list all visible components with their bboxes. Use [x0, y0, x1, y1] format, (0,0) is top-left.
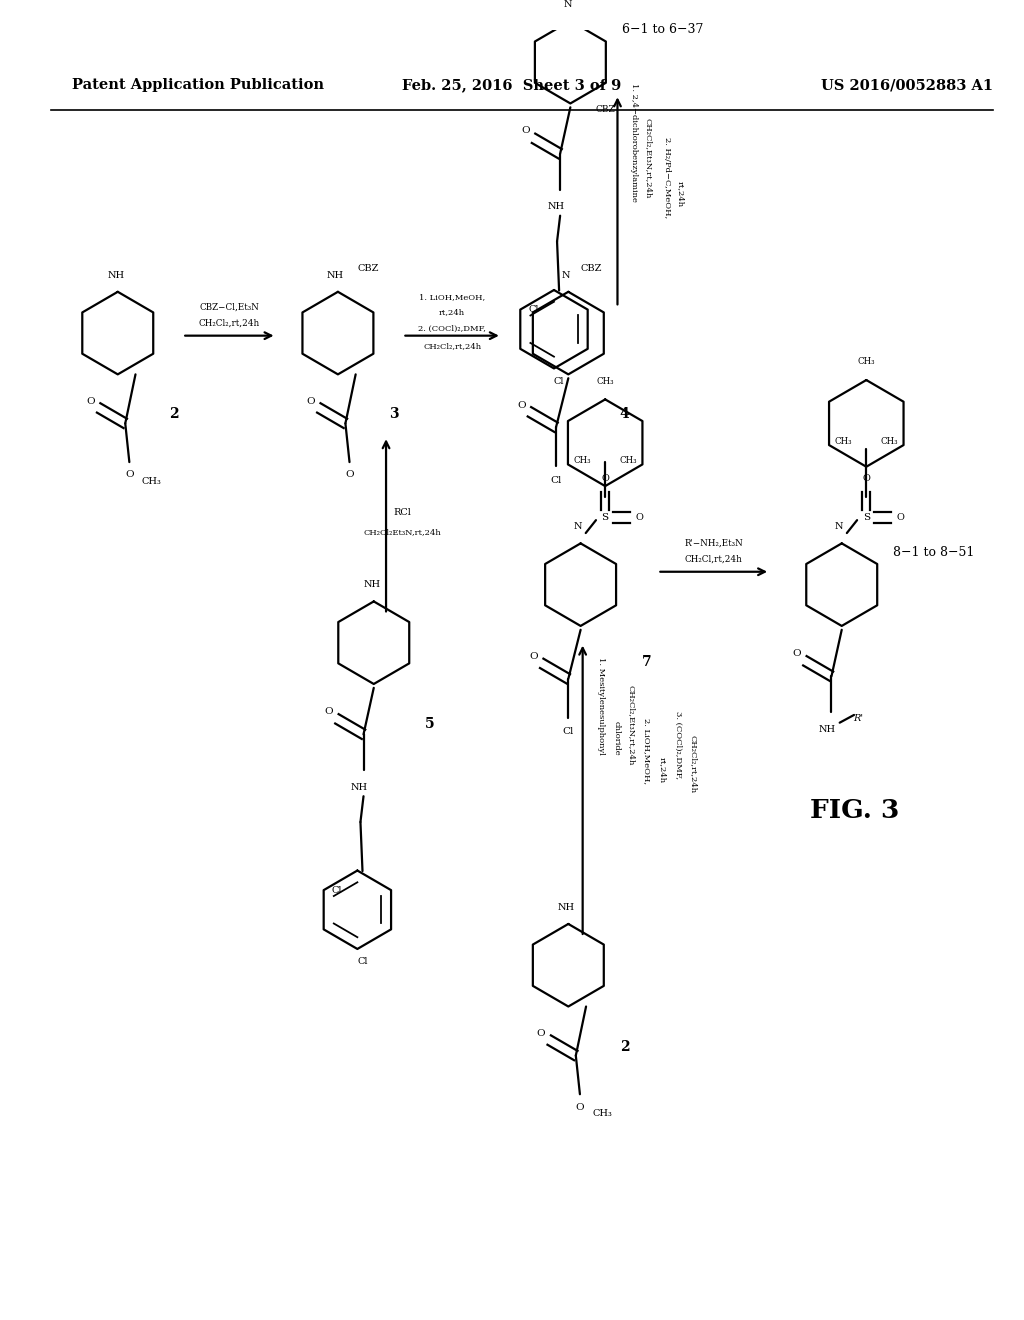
Text: S: S: [602, 513, 608, 523]
Text: CH₃: CH₃: [881, 437, 898, 446]
Text: CH₂Cl₂,Et₃N,rt,24h: CH₂Cl₂,Et₃N,rt,24h: [628, 685, 636, 766]
Text: 1. LiOH,MeOH,: 1. LiOH,MeOH,: [419, 293, 485, 301]
Text: O: O: [635, 513, 643, 523]
Text: O: O: [793, 648, 801, 657]
Text: NH: NH: [548, 202, 564, 211]
Text: 2. LiOH,MeOH,: 2. LiOH,MeOH,: [643, 718, 651, 784]
Text: O: O: [537, 1030, 546, 1038]
Text: CH₃: CH₃: [857, 358, 876, 367]
Text: FIG. 3: FIG. 3: [810, 797, 900, 822]
Text: CH₃: CH₃: [593, 1109, 612, 1118]
Text: 1. Mesitylenesulphonyl: 1. Mesitylenesulphonyl: [597, 657, 605, 755]
Text: R²: R²: [588, 0, 598, 3]
Text: N: N: [835, 523, 843, 531]
Text: CH₃: CH₃: [142, 477, 162, 486]
Text: O: O: [517, 401, 525, 409]
Text: Cl: Cl: [554, 376, 564, 385]
Text: RCl: RCl: [393, 508, 412, 517]
Text: R'−NH₂,Et₃N: R'−NH₂,Et₃N: [684, 539, 743, 548]
Text: 7: 7: [642, 655, 652, 669]
Text: 6−1 to 6−37: 6−1 to 6−37: [622, 24, 703, 37]
Text: R': R': [853, 714, 863, 723]
Text: O: O: [575, 1102, 585, 1111]
Text: Cl: Cl: [528, 305, 539, 314]
Text: CH₃: CH₃: [620, 455, 637, 465]
Text: NH: NH: [327, 271, 343, 280]
Text: CH₃: CH₃: [835, 437, 852, 446]
Text: CH₂Cl₂,rt,24h: CH₂Cl₂,rt,24h: [689, 735, 697, 793]
Text: O: O: [601, 474, 609, 483]
Text: NH: NH: [108, 271, 124, 280]
Text: N: N: [564, 0, 572, 9]
Text: 3. (COCl)₂,DMF,: 3. (COCl)₂,DMF,: [674, 710, 682, 779]
Text: rt,24h: rt,24h: [677, 181, 685, 207]
Text: rt,24h: rt,24h: [439, 309, 465, 317]
Text: Patent Application Publication: Patent Application Publication: [72, 78, 324, 92]
Text: US 2016/0052883 A1: US 2016/0052883 A1: [821, 78, 993, 92]
Text: O: O: [521, 125, 529, 135]
Text: O: O: [86, 397, 95, 407]
Text: 2. H₂/Pd−C,MeOH,: 2. H₂/Pd−C,MeOH,: [663, 137, 671, 218]
Text: NH: NH: [364, 581, 380, 589]
Text: CH₂Cl₂,rt,24h: CH₂Cl₂,rt,24h: [423, 342, 481, 350]
Text: CH₂Cl₂Et₃N,rt,24h: CH₂Cl₂Et₃N,rt,24h: [364, 528, 441, 536]
Text: O: O: [306, 397, 315, 407]
Text: 2: 2: [169, 408, 179, 421]
Text: NH: NH: [351, 783, 368, 792]
Text: CBZ: CBZ: [358, 264, 379, 273]
Text: CBZ: CBZ: [595, 106, 615, 115]
Text: Cl: Cl: [357, 957, 368, 966]
Text: S: S: [863, 513, 869, 523]
Text: O: O: [325, 706, 333, 715]
Text: 1. 2,4−dichlorobenzylamine: 1. 2,4−dichlorobenzylamine: [630, 83, 638, 202]
Text: 4: 4: [620, 408, 630, 421]
Text: NH: NH: [819, 725, 836, 734]
Text: Cl: Cl: [332, 886, 342, 895]
Text: 8−1 to 8−51: 8−1 to 8−51: [893, 546, 975, 558]
Text: N: N: [573, 523, 582, 531]
Text: CBZ−Cl,Et₃N: CBZ−Cl,Et₃N: [200, 302, 259, 312]
Text: O: O: [896, 513, 904, 523]
Text: N: N: [562, 271, 570, 280]
Text: CH₂Cl,rt,24h: CH₂Cl,rt,24h: [685, 554, 742, 564]
Text: CH₂Cl₂,Et₃N,rt,24h: CH₂Cl₂,Et₃N,rt,24h: [644, 117, 652, 198]
Text: chloride: chloride: [612, 721, 621, 755]
Text: NH: NH: [558, 903, 574, 912]
Text: 2. (COCl)₂,DMF,: 2. (COCl)₂,DMF,: [418, 325, 486, 333]
Text: 2: 2: [620, 1040, 630, 1053]
Text: CBZ: CBZ: [581, 264, 601, 273]
Text: Feb. 25, 2016  Sheet 3 of 9: Feb. 25, 2016 Sheet 3 of 9: [402, 78, 622, 92]
Text: rt,24h: rt,24h: [658, 758, 667, 784]
Text: CH₃: CH₃: [573, 455, 591, 465]
Text: 3: 3: [389, 408, 399, 421]
Text: Cl: Cl: [562, 727, 574, 737]
Text: 5: 5: [425, 717, 435, 731]
Text: O: O: [862, 474, 870, 483]
Text: CH₂Cl₂,rt,24h: CH₂Cl₂,rt,24h: [199, 318, 260, 327]
Text: CH₃: CH₃: [596, 376, 614, 385]
Text: O: O: [125, 470, 134, 479]
Text: O: O: [345, 470, 354, 479]
Text: O: O: [529, 652, 538, 661]
Text: Cl: Cl: [550, 475, 562, 484]
